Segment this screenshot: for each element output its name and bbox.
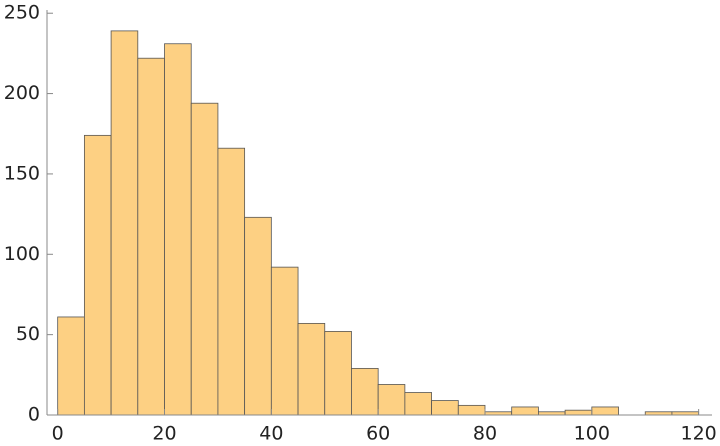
bar — [83, 134, 112, 416]
bar — [351, 367, 379, 416]
y-tick-label: 150 — [4, 162, 40, 184]
bar — [431, 400, 459, 416]
bar — [164, 43, 192, 416]
bar — [270, 266, 299, 416]
x-tick-label: 20 — [152, 423, 176, 445]
bar — [217, 147, 246, 416]
y-tick-label: 0 — [28, 404, 40, 426]
x-tick-label: 40 — [259, 423, 283, 445]
bar — [591, 406, 619, 416]
bar — [404, 392, 432, 416]
x-tick-label: 60 — [366, 423, 390, 445]
bar — [57, 316, 85, 416]
bar — [244, 216, 272, 416]
x-tick-label: 100 — [574, 423, 610, 445]
x-tick-label: 80 — [473, 423, 497, 445]
bar — [190, 102, 219, 416]
x-tick-label: 120 — [681, 423, 717, 445]
bar — [511, 406, 539, 416]
bar — [324, 331, 352, 416]
y-tick-label: 50 — [16, 323, 40, 345]
bar — [110, 30, 139, 416]
y-tick-label: 250 — [4, 2, 40, 24]
bar — [564, 409, 593, 416]
bar — [137, 57, 165, 416]
bar — [377, 384, 406, 416]
bar — [457, 404, 486, 416]
y-tick-label: 100 — [4, 243, 40, 265]
x-tick-label: 0 — [52, 423, 64, 445]
bar — [297, 322, 326, 416]
y-tick-label: 200 — [4, 82, 40, 104]
